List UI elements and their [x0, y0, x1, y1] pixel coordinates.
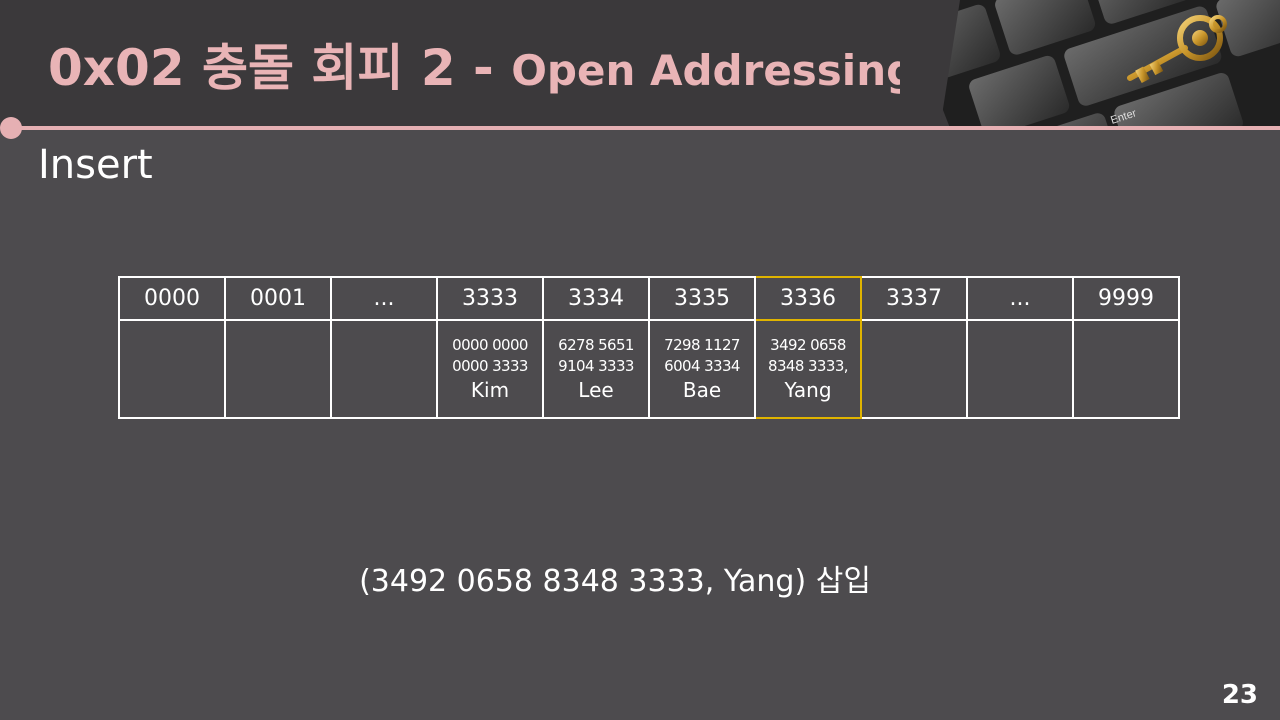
bucket-index: ...: [966, 276, 1074, 321]
slide-header: 0x02 충돌 회피 2 - Open Addressing: [0, 0, 1280, 128]
hash-table: 0000 0001 ... 3333 3334 3335 3336 3337 .…: [118, 276, 1180, 419]
header-divider-line: [10, 126, 1280, 130]
bucket-index: 0000: [118, 276, 226, 321]
bucket-key-line1: 6278 5651: [558, 336, 634, 354]
bucket-index: 9999: [1072, 276, 1180, 321]
hash-table-value-row: 0000 0000 0000 3333 Kim 6278 5651 9104 3…: [118, 319, 1180, 419]
bucket-cell: 0000 0000 0000 3333 Kim: [436, 319, 544, 419]
bucket-index: 3333: [436, 276, 544, 321]
bucket-key-line2: 9104 3333: [558, 357, 634, 375]
bucket-cell: 7298 1127 6004 3334 Bae: [648, 319, 756, 419]
bucket-key-line1: 0000 0000: [452, 336, 528, 354]
bucket-value: Lee: [578, 378, 614, 402]
bucket-key-line2: 6004 3334: [664, 357, 740, 375]
bucket-index-highlighted: 3336: [754, 276, 862, 321]
bucket-index: 0001: [224, 276, 332, 321]
bucket-value: Yang: [784, 378, 832, 402]
bucket-index: ...: [330, 276, 438, 321]
bucket-cell: [1072, 319, 1180, 419]
bucket-cell: [224, 319, 332, 419]
bucket-cell: [118, 319, 226, 419]
bucket-index: 3334: [542, 276, 650, 321]
bucket-index: 3337: [860, 276, 968, 321]
bucket-cell: [330, 319, 438, 419]
insert-caption: (3492 0658 8348 3333, Yang) 삽입: [359, 564, 871, 599]
bucket-key-line2: 0000 3333: [452, 357, 528, 375]
header-divider-dot: [0, 117, 22, 139]
section-title: Insert: [38, 142, 153, 188]
bucket-index: 3335: [648, 276, 756, 321]
bucket-cell: [860, 319, 968, 419]
page-number: 23: [1221, 680, 1258, 710]
bucket-key-line1: 3492 0658: [770, 336, 846, 354]
slide-title-sub: Open Addressing: [511, 46, 917, 95]
slide-title: 0x02 충돌 회피 2 - Open Addressing: [48, 28, 916, 100]
keyboard-key-icon: Enter: [900, 0, 1280, 128]
bucket-cell: 6278 5651 9104 3333 Lee: [542, 319, 650, 419]
bucket-cell-highlighted: 3492 0658 8348 3333, Yang: [754, 319, 862, 419]
bucket-value: Kim: [470, 378, 510, 402]
bucket-key-line2: 8348 3333,: [768, 357, 848, 375]
slide-title-main: 0x02 충돌 회피 2 -: [48, 39, 512, 97]
bucket-key-line1: 7298 1127: [664, 336, 740, 354]
bucket-value: Bae: [682, 378, 722, 402]
hash-table-index-row: 0000 0001 ... 3333 3334 3335 3336 3337 .…: [118, 276, 1180, 321]
bucket-cell: [966, 319, 1074, 419]
